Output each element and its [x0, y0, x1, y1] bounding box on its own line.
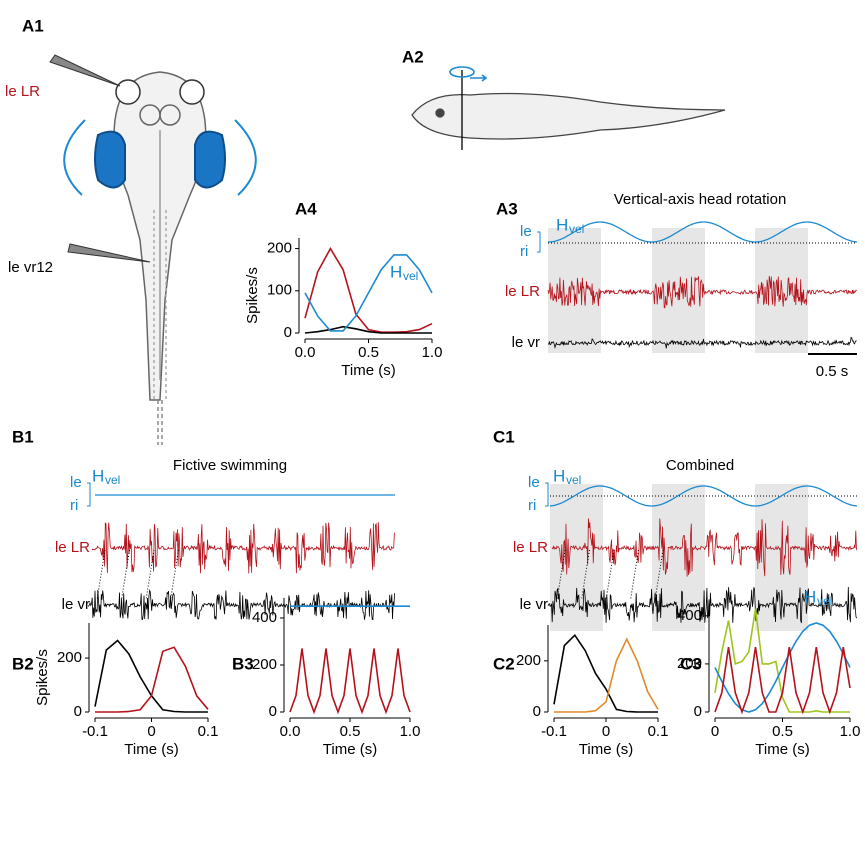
y-tick-label: 200: [57, 649, 82, 666]
channel-label: le LR: [513, 539, 548, 556]
x-axis-label: Time (s): [323, 741, 377, 758]
y-tick-label: 200: [252, 656, 277, 673]
y-tick-label: 0: [269, 703, 277, 720]
channel-label: ri: [528, 497, 536, 514]
y-tick-label: 400: [252, 609, 277, 626]
panel-title: Vertical-axis head rotation: [614, 191, 787, 208]
scale-label: 0.5 s: [816, 363, 849, 380]
y-tick-label: 200: [677, 655, 702, 672]
panel-label: B1: [12, 427, 34, 446]
tadpole-schematic: [50, 55, 256, 445]
panel-title: Combined: [666, 457, 734, 474]
y-axis-label: Spikes/s: [34, 649, 51, 706]
x-tick-label: -0.1: [541, 723, 567, 740]
y-tick-label: 0: [694, 703, 702, 720]
x-tick-label: 0: [602, 723, 610, 740]
series-line: [95, 641, 208, 713]
y-tick-label: 100: [267, 282, 292, 299]
channel-label: ri: [520, 243, 528, 260]
channel-label: le vr: [62, 596, 90, 613]
panel-label: C1: [493, 427, 515, 446]
bracket: [545, 483, 548, 506]
hvel-label: H: [804, 587, 816, 606]
x-tick-label: 0.1: [648, 723, 669, 740]
alignment-line: [122, 550, 130, 600]
y-tick-label: 0: [533, 703, 541, 720]
x-tick-label: 0.1: [198, 723, 219, 740]
stim-shade: [550, 484, 603, 631]
series-line: [554, 639, 658, 712]
panel-label: A1: [22, 16, 44, 35]
hvel-label: vel: [817, 594, 832, 608]
y-tick-label: 0: [284, 324, 292, 341]
y-tick-label: 0: [74, 703, 82, 720]
x-axis-label: Time (s): [341, 362, 395, 379]
y-tick-label: 400: [677, 607, 702, 624]
hvel-label: H: [553, 466, 565, 485]
y-tick-label: 200: [267, 240, 292, 257]
trace: [88, 590, 395, 620]
x-tick-label: 0.5: [340, 723, 361, 740]
x-tick-label: 1.0: [422, 344, 443, 361]
hvel-label: H: [390, 262, 402, 281]
x-tick-label: 1.0: [840, 723, 861, 740]
channel-label: le LR: [505, 283, 540, 300]
x-tick-label: 0.5: [772, 723, 793, 740]
series-line: [305, 255, 432, 331]
hvel-label: vel: [566, 473, 581, 487]
stim-shade: [548, 228, 601, 353]
panel-label: A4: [295, 199, 317, 218]
tadpole-side-view: [412, 67, 725, 150]
panel-label: B3: [232, 654, 254, 673]
series-line: [95, 647, 208, 712]
x-tick-label: 0.0: [280, 723, 301, 740]
panel-label: C2: [493, 654, 515, 673]
hvel-label: vel: [569, 222, 584, 236]
electrode-label: le LR: [5, 83, 40, 100]
channel-label: le: [70, 474, 82, 491]
y-axis-label: Spikes/s: [244, 267, 261, 324]
y-tick-label: 200: [516, 652, 541, 669]
bracket: [537, 232, 540, 252]
panel-label: A2: [402, 47, 424, 66]
channel-label: ri: [70, 497, 78, 514]
x-axis-label: Time (s): [755, 741, 809, 758]
series-line: [290, 649, 410, 713]
x-axis-label: Time (s): [579, 741, 633, 758]
x-tick-label: 1.0: [400, 723, 421, 740]
hvel-label: vel: [105, 473, 120, 487]
x-tick-label: 0.5: [358, 344, 379, 361]
x-tick-label: -0.1: [82, 723, 108, 740]
bracket: [87, 483, 90, 506]
channel-label: le: [520, 223, 532, 240]
channel-label: le vr: [512, 334, 540, 351]
x-tick-label: 0.0: [295, 344, 316, 361]
panel-label: B2: [12, 654, 34, 673]
hvel-label: vel: [403, 269, 418, 283]
x-tick-label: 0: [711, 723, 719, 740]
x-tick-label: 0: [147, 723, 155, 740]
x-axis-label: Time (s): [124, 741, 178, 758]
channel-label: le: [528, 474, 540, 491]
hvel-label: H: [556, 215, 568, 234]
figure: A1 A2 A3 A4 B1 B2 B3 C1 C2 C3 le LR le v…: [0, 0, 865, 851]
panel-title: Fictive swimming: [173, 457, 287, 474]
hvel-label: H: [92, 466, 104, 485]
electrode-label: le vr12: [8, 259, 53, 276]
channel-label: le vr: [520, 596, 548, 613]
panel-label: A3: [496, 199, 518, 218]
trace: [92, 522, 394, 573]
channel-label: le LR: [55, 539, 90, 556]
